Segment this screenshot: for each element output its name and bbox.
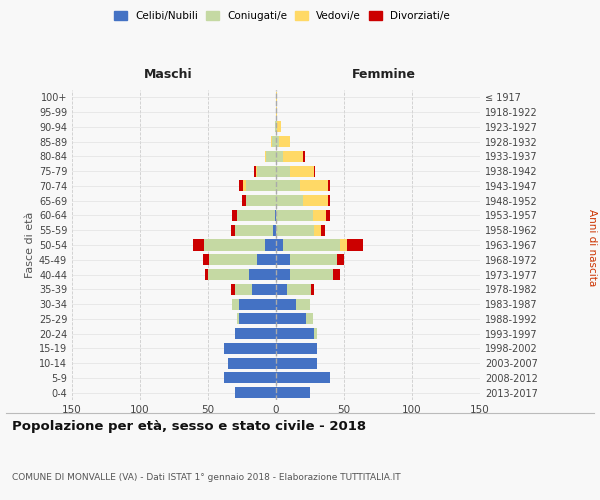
Bar [283, 240, 340, 250]
Text: Maschi: Maschi [143, 68, 193, 80]
Bar [265, 240, 276, 250]
Bar [239, 314, 276, 324]
Bar [231, 284, 235, 295]
Bar [276, 136, 279, 147]
Bar [204, 240, 265, 250]
Bar [273, 224, 276, 236]
Bar [276, 387, 310, 398]
Bar [209, 254, 257, 266]
Legend: Celibi/Nubili, Coniugati/e, Vedovi/e, Divorziati/e: Celibi/Nubili, Coniugati/e, Vedovi/e, Di… [111, 8, 453, 24]
Bar [271, 136, 272, 147]
Bar [257, 166, 276, 176]
Bar [265, 151, 266, 162]
Bar [235, 328, 276, 339]
Bar [205, 269, 208, 280]
Bar [276, 298, 296, 310]
Bar [235, 387, 276, 398]
Bar [290, 254, 337, 266]
Bar [314, 328, 317, 339]
Bar [328, 180, 331, 192]
Bar [229, 358, 276, 368]
Bar [232, 210, 236, 221]
Bar [313, 210, 326, 221]
Bar [244, 180, 246, 192]
Bar [254, 166, 256, 176]
Bar [193, 240, 204, 250]
Bar [340, 240, 347, 250]
Bar [249, 269, 276, 280]
Text: COMUNE DI MONVALLE (VA) - Dati ISTAT 1° gennaio 2018 - Elaborazione TUTTITALIA.I: COMUNE DI MONVALLE (VA) - Dati ISTAT 1° … [12, 473, 401, 482]
Bar [272, 136, 276, 147]
Y-axis label: Fasce di età: Fasce di età [25, 212, 35, 278]
Bar [276, 180, 301, 192]
Bar [276, 195, 303, 206]
Bar [276, 122, 277, 132]
Bar [208, 269, 249, 280]
Bar [256, 166, 257, 176]
Bar [276, 151, 283, 162]
Bar [236, 210, 275, 221]
Bar [276, 372, 331, 384]
Bar [275, 122, 276, 132]
Bar [235, 224, 273, 236]
Bar [314, 166, 316, 176]
Bar [276, 328, 314, 339]
Bar [276, 210, 313, 221]
Bar [276, 314, 306, 324]
Bar [239, 298, 276, 310]
Bar [326, 210, 331, 221]
Bar [246, 180, 276, 192]
Bar [328, 195, 331, 206]
Bar [290, 269, 333, 280]
Bar [303, 195, 328, 206]
Bar [251, 284, 276, 295]
Bar [224, 372, 276, 384]
Bar [275, 210, 276, 221]
Bar [276, 254, 290, 266]
Bar [337, 254, 344, 266]
Bar [266, 151, 276, 162]
Bar [276, 224, 314, 236]
Bar [203, 254, 209, 266]
Bar [242, 195, 246, 206]
Bar [283, 151, 303, 162]
Bar [301, 180, 328, 192]
Bar [231, 224, 235, 236]
Bar [224, 343, 276, 354]
Bar [321, 224, 325, 236]
Bar [279, 136, 290, 147]
Bar [347, 240, 363, 250]
Bar [239, 180, 244, 192]
Bar [246, 195, 276, 206]
Bar [296, 298, 310, 310]
Bar [257, 254, 276, 266]
Text: Popolazione per età, sesso e stato civile - 2018: Popolazione per età, sesso e stato civil… [12, 420, 366, 433]
Bar [276, 284, 287, 295]
Bar [276, 240, 283, 250]
Bar [306, 314, 313, 324]
Bar [276, 358, 317, 368]
Bar [276, 269, 290, 280]
Bar [290, 166, 314, 176]
Text: Anni di nascita: Anni di nascita [587, 209, 597, 286]
Bar [314, 224, 321, 236]
Bar [303, 151, 305, 162]
Bar [277, 122, 281, 132]
Bar [311, 284, 314, 295]
Bar [287, 284, 311, 295]
Bar [236, 314, 239, 324]
Bar [276, 92, 277, 103]
Bar [276, 106, 277, 118]
Bar [235, 284, 251, 295]
Bar [276, 343, 317, 354]
Bar [276, 166, 290, 176]
Bar [232, 298, 239, 310]
Text: Femmine: Femmine [352, 68, 416, 80]
Bar [333, 269, 340, 280]
